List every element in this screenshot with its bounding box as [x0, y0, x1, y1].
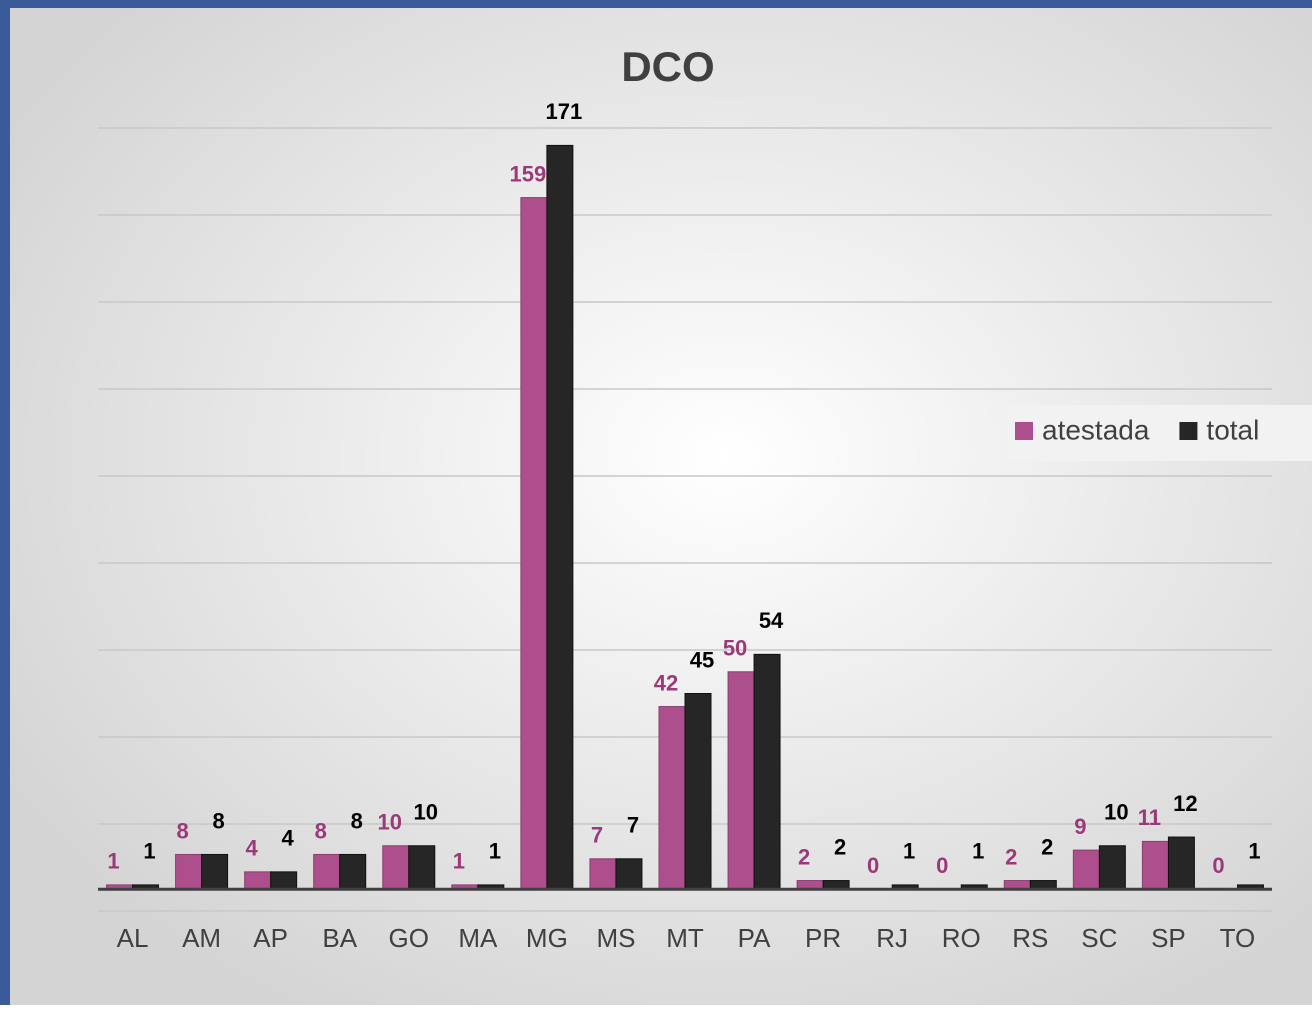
data-label: 9 — [1074, 814, 1086, 839]
data-label: 2 — [1041, 834, 1053, 859]
data-label: 1 — [453, 849, 465, 874]
data-label: 1 — [903, 839, 915, 864]
data-label: 0 — [1212, 853, 1224, 878]
data-label: 10 — [414, 800, 438, 825]
legend-label: total — [1206, 414, 1259, 445]
bar — [521, 198, 547, 890]
data-label: 2 — [1005, 844, 1017, 869]
bar — [383, 846, 409, 890]
data-label: 2 — [798, 844, 810, 869]
x-tick-label: PR — [805, 923, 841, 953]
bar — [1099, 846, 1125, 890]
data-label: 8 — [351, 808, 363, 833]
data-label: 7 — [627, 813, 639, 838]
data-label: 4 — [282, 826, 295, 851]
data-label: 8 — [315, 818, 327, 843]
data-label: 11 — [1138, 805, 1161, 830]
data-label: 171 — [546, 99, 583, 124]
x-tick-label: TO — [1220, 923, 1256, 953]
data-label: 7 — [591, 823, 603, 848]
x-tick-label: RS — [1012, 923, 1048, 953]
bar — [754, 654, 780, 889]
bar — [245, 872, 271, 889]
data-label: 1 — [1248, 839, 1260, 864]
data-label: 45 — [690, 647, 714, 672]
bar — [340, 854, 366, 889]
x-tick-label: MA — [458, 923, 498, 953]
x-tick-label: MG — [526, 923, 568, 953]
bar — [1142, 841, 1168, 889]
data-label: 1 — [107, 849, 119, 874]
legend-swatch — [1015, 422, 1033, 440]
data-label: 12 — [1173, 791, 1197, 816]
x-tick-label: RJ — [876, 923, 908, 953]
legend-label: atestada — [1042, 414, 1150, 445]
x-tick-label: SC — [1081, 923, 1117, 953]
x-tick-label: BA — [322, 923, 357, 953]
data-label: 1 — [972, 839, 984, 864]
legend-swatch — [1179, 422, 1197, 440]
bar — [1073, 850, 1099, 889]
x-tick-label: MT — [666, 923, 704, 953]
data-label: 1 — [489, 839, 501, 864]
data-label: 54 — [759, 608, 784, 633]
data-label: 2 — [834, 834, 846, 859]
data-label: 8 — [176, 818, 188, 843]
x-tick-label: MS — [596, 923, 635, 953]
bar — [728, 672, 754, 890]
bar — [271, 872, 297, 889]
bar — [1168, 837, 1194, 889]
bar — [616, 859, 642, 889]
x-tick-label: AP — [253, 923, 288, 953]
bar — [590, 859, 616, 889]
x-tick-label: RO — [942, 923, 981, 953]
bar — [314, 854, 340, 889]
x-tick-label: AL — [117, 923, 149, 953]
bar — [659, 707, 685, 890]
data-label: 10 — [378, 810, 402, 835]
bar — [547, 145, 573, 889]
data-label: 4 — [246, 836, 259, 861]
x-tick-label: SP — [1151, 923, 1186, 953]
bar — [685, 694, 711, 890]
x-tick-label: GO — [389, 923, 429, 953]
data-label: 8 — [212, 808, 224, 833]
x-tick-label: AM — [182, 923, 221, 953]
data-label: 159 — [510, 161, 547, 186]
bar — [176, 854, 202, 889]
data-label: 1 — [143, 839, 155, 864]
data-label: 42 — [654, 670, 678, 695]
bar — [202, 854, 228, 889]
data-label: 50 — [723, 636, 747, 661]
data-label: 0 — [936, 853, 948, 878]
data-label: 10 — [1104, 800, 1128, 825]
data-label: 0 — [867, 853, 879, 878]
bar — [409, 846, 435, 890]
x-tick-label: PA — [738, 923, 771, 953]
chart-title: DCO — [621, 43, 714, 90]
